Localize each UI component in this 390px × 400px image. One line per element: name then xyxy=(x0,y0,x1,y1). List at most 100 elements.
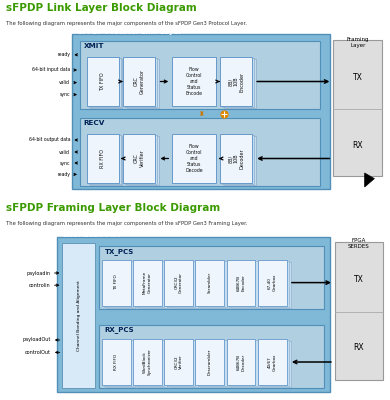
Text: TX_PCS: TX_PCS xyxy=(105,248,134,254)
Text: sFPDP Framing Layer Block Diagram: sFPDP Framing Layer Block Diagram xyxy=(6,203,220,213)
Bar xyxy=(167,340,195,386)
Bar xyxy=(138,262,167,308)
Bar xyxy=(87,57,119,106)
Bar xyxy=(195,260,224,306)
Text: 40/67
Gearbox: 40/67 Gearbox xyxy=(268,353,277,371)
Bar xyxy=(99,246,324,309)
Bar xyxy=(222,135,254,184)
Bar xyxy=(57,237,330,392)
Bar xyxy=(138,341,167,387)
Bar xyxy=(133,339,162,385)
Text: TX: TX xyxy=(354,276,364,284)
Bar xyxy=(87,134,119,183)
Bar xyxy=(164,260,193,306)
Bar xyxy=(198,340,227,386)
Text: RECV: RECV xyxy=(84,120,105,126)
Text: MetaFrame
Generator: MetaFrame Generator xyxy=(143,271,152,294)
Text: CRC
Verifier: CRC Verifier xyxy=(134,150,145,167)
Text: RX FIFO: RX FIFO xyxy=(114,354,118,370)
Bar xyxy=(262,262,291,308)
Bar xyxy=(90,136,122,185)
Bar xyxy=(104,261,133,307)
Bar xyxy=(222,58,254,107)
Text: The following diagram represents the major components of the sFPDP Gen3 Protocol: The following diagram represents the maj… xyxy=(6,21,247,26)
Text: 64-bit input data: 64-bit input data xyxy=(32,68,70,72)
Bar xyxy=(229,340,258,386)
Polygon shape xyxy=(365,173,374,187)
Bar xyxy=(169,262,198,308)
Bar xyxy=(200,341,229,387)
Text: XMIT: XMIT xyxy=(84,43,105,49)
Bar xyxy=(164,339,193,385)
Text: sFPDP Protocol Link Layer: sFPDP Protocol Link Layer xyxy=(78,29,182,35)
Bar xyxy=(102,339,131,385)
Bar xyxy=(258,260,287,306)
Text: Interlaken-PHY: Interlaken-PHY xyxy=(62,232,122,238)
Bar xyxy=(172,57,216,106)
Text: 64-bit output data: 64-bit output data xyxy=(29,138,70,142)
Bar xyxy=(258,339,287,385)
Bar xyxy=(89,58,121,107)
Text: controlOut: controlOut xyxy=(25,350,51,355)
Text: RX FIFO: RX FIFO xyxy=(100,149,105,168)
Text: Flow
Control
and
Status
Encode: Flow Control and Status Encode xyxy=(186,67,202,96)
Bar xyxy=(127,136,159,185)
Text: RX_PCS: RX_PCS xyxy=(105,326,134,333)
Text: controlin: controlin xyxy=(29,283,51,288)
Bar xyxy=(125,58,157,107)
Text: WordBlock
Synchronizer: WordBlock Synchronizer xyxy=(143,348,152,376)
Bar xyxy=(220,134,252,183)
Bar xyxy=(172,134,216,183)
Bar xyxy=(62,243,95,388)
Text: Channel Bonding and Alignment: Channel Bonding and Alignment xyxy=(76,280,81,351)
Text: 67-40
Gearbox: 67-40 Gearbox xyxy=(268,274,277,291)
Text: sync: sync xyxy=(60,92,70,97)
Text: 8B/
10B
Decoder: 8B/ 10B Decoder xyxy=(228,148,245,169)
Text: The following diagram represents the major components of the sFPDP Gen3 Framing : The following diagram represents the maj… xyxy=(6,221,247,226)
Text: ready: ready xyxy=(57,172,70,177)
Bar xyxy=(89,135,121,184)
Text: payloadin: payloadin xyxy=(27,270,51,276)
Text: payloadOut: payloadOut xyxy=(22,338,51,342)
Bar xyxy=(198,261,227,307)
Bar xyxy=(135,340,164,386)
Bar xyxy=(224,136,256,185)
Text: RX: RX xyxy=(354,344,364,352)
Text: sFPDP Link Layer Block Diagram: sFPDP Link Layer Block Diagram xyxy=(6,3,197,13)
Bar xyxy=(220,57,252,106)
Bar xyxy=(167,261,195,307)
Bar xyxy=(90,59,122,108)
Text: 64B67B
Decoder: 64B67B Decoder xyxy=(237,353,245,371)
Bar xyxy=(123,134,155,183)
Text: FPGA
SERDES: FPGA SERDES xyxy=(348,238,370,249)
Bar xyxy=(99,326,324,388)
Text: TX FIFO: TX FIFO xyxy=(100,72,105,91)
Bar xyxy=(229,261,258,307)
Bar xyxy=(200,262,229,308)
Text: CRC
Generator: CRC Generator xyxy=(134,69,145,94)
Bar xyxy=(335,242,383,380)
Bar xyxy=(231,341,260,387)
Bar xyxy=(231,262,260,308)
Text: valid: valid xyxy=(59,80,70,85)
Bar xyxy=(260,340,289,386)
Text: Flow
Control
and
Status
Decode: Flow Control and Status Decode xyxy=(185,144,203,173)
Text: valid: valid xyxy=(59,150,70,154)
Bar xyxy=(80,118,320,186)
Bar xyxy=(169,341,198,387)
Text: sync: sync xyxy=(60,160,70,166)
Bar xyxy=(125,135,157,184)
Bar xyxy=(227,339,255,385)
Bar xyxy=(333,40,382,176)
Text: TX FIFO: TX FIFO xyxy=(114,275,118,290)
Bar xyxy=(127,59,159,108)
Text: Descrambler: Descrambler xyxy=(208,349,212,375)
Bar xyxy=(227,260,255,306)
Bar xyxy=(72,34,330,189)
Bar xyxy=(80,41,320,109)
Bar xyxy=(262,341,291,387)
Bar xyxy=(102,260,131,306)
Text: CRC32
Generator: CRC32 Generator xyxy=(174,272,183,293)
Text: Framing
Layer: Framing Layer xyxy=(347,37,369,48)
Text: 64B67B
Encoder: 64B67B Encoder xyxy=(237,274,245,291)
